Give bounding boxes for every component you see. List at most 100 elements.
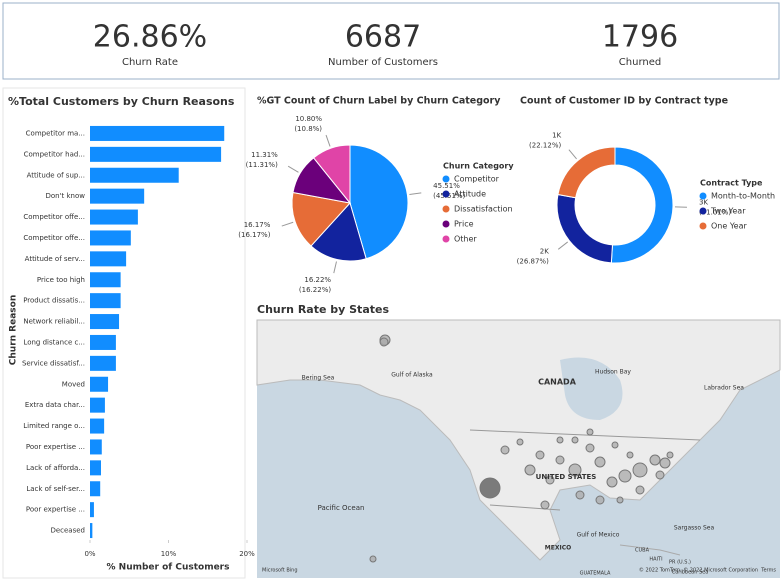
legend-label: Attitude xyxy=(454,190,486,199)
map-label: HAITI xyxy=(649,557,662,563)
x-tick-label: 20% xyxy=(239,550,255,558)
legend-swatch xyxy=(443,191,450,198)
y-tick-label: Poor expertise ... xyxy=(26,443,85,451)
map-bubble xyxy=(633,463,647,477)
map-label: Gulf of Alaska xyxy=(391,372,433,379)
leader-line xyxy=(334,261,337,273)
legend-label: One Year xyxy=(711,222,747,231)
map-bubble xyxy=(576,491,584,499)
bar xyxy=(90,523,92,538)
y-tick-label: Price too high xyxy=(37,276,85,284)
map-label: CANADA xyxy=(538,378,577,387)
bar xyxy=(90,293,121,308)
chart-title: %Total Customers by Churn Reasons xyxy=(8,95,235,108)
map-bubble xyxy=(517,439,523,445)
y-tick-label: Extra data char... xyxy=(25,401,85,409)
map-bubble xyxy=(650,455,660,465)
y-tick-label: Network reliabil... xyxy=(23,318,85,326)
bar xyxy=(90,168,179,183)
legend-swatch xyxy=(443,221,450,228)
data-label: 10.80% xyxy=(295,115,322,123)
y-tick-label: Attitude of sup... xyxy=(27,171,85,179)
bar xyxy=(90,251,126,266)
x-axis-label: % Number of Customers xyxy=(107,563,230,573)
bar xyxy=(90,189,144,204)
map-bubble xyxy=(557,437,563,443)
y-tick-label: Competitor offe... xyxy=(23,234,85,242)
map-label: Bering Sea xyxy=(302,375,335,382)
map-title: Churn Rate by States xyxy=(257,303,389,316)
map-label: Gulf of Mexico xyxy=(577,532,620,539)
data-label-percent: (11.31%) xyxy=(246,161,278,169)
map-bubble xyxy=(536,451,544,459)
bar xyxy=(90,314,119,329)
leader-line xyxy=(558,242,567,249)
map-bubble xyxy=(480,478,500,498)
map-bubble xyxy=(501,446,509,454)
map-bubble xyxy=(619,470,631,482)
map-bubble xyxy=(667,452,673,458)
legend-swatch xyxy=(700,223,707,230)
y-tick-label: Poor expertise ... xyxy=(26,506,85,514)
map-bubble xyxy=(541,501,549,509)
legend-label: Month-to-Month xyxy=(711,192,775,201)
kpi-label: Churned xyxy=(619,57,661,68)
y-tick-label: Competitor had... xyxy=(24,150,85,158)
map-bubble xyxy=(612,442,618,448)
data-label-percent: (16.22%) xyxy=(299,286,331,294)
bar xyxy=(90,356,116,371)
legend-title: Churn Category xyxy=(443,162,514,171)
y-tick-label: Product dissatis... xyxy=(23,297,85,305)
chart-title: Count of Customer ID by Contract type xyxy=(520,96,728,107)
legend-swatch xyxy=(443,206,450,213)
bar xyxy=(90,126,224,141)
slice xyxy=(611,147,673,263)
y-tick-label: Moved xyxy=(62,380,85,388)
slice xyxy=(557,195,612,263)
map-bubble xyxy=(595,457,605,467)
bar xyxy=(90,377,108,392)
map-terms: Terms xyxy=(760,568,776,574)
map-bubble xyxy=(636,486,644,494)
data-label-percent: (10.8%) xyxy=(294,125,322,133)
bar xyxy=(90,439,102,454)
x-tick-label: 10% xyxy=(161,550,177,558)
y-tick-label: Competitor offe... xyxy=(23,213,85,221)
map-bubble xyxy=(617,497,623,503)
leader-line xyxy=(288,166,298,172)
y-tick-label: Service dissatisf... xyxy=(22,359,85,367)
kpi-value: 26.86% xyxy=(93,20,207,55)
map xyxy=(257,320,780,578)
bar xyxy=(90,230,131,245)
legend-label: Dissatisfaction xyxy=(454,205,513,214)
legend-label: Other xyxy=(454,235,477,244)
bar xyxy=(90,502,94,517)
kpi-label: Number of Customers xyxy=(328,57,438,68)
map-bubble xyxy=(525,465,535,475)
map-label: MEXICO xyxy=(545,545,571,552)
y-axis-label: Churn Reason xyxy=(9,295,19,365)
kpi-label: Churn Rate xyxy=(122,57,178,68)
map-logo: Microsoft Bing xyxy=(262,568,298,574)
y-tick-label: Attitude of serv... xyxy=(25,255,85,263)
map-label: UNITED STATES xyxy=(536,473,597,481)
bar xyxy=(90,272,121,287)
data-label-percent: (22.12%) xyxy=(529,141,561,149)
bar xyxy=(90,460,101,475)
y-tick-label: Deceased xyxy=(50,527,85,535)
leader-line xyxy=(326,135,330,146)
legend-label: Competitor xyxy=(454,175,500,184)
map-bubble xyxy=(627,452,633,458)
map-bubble xyxy=(370,556,376,562)
bar xyxy=(90,147,221,162)
bar xyxy=(90,210,138,225)
slice xyxy=(558,147,615,198)
legend-swatch xyxy=(700,208,707,215)
legend-label: Two Year xyxy=(710,207,746,216)
data-label: 1K xyxy=(552,131,561,139)
map-bubble xyxy=(587,429,593,435)
map-copyright: © 2022 TomTom, © 2022 Microsoft Corporat… xyxy=(639,567,758,574)
y-tick-label: Competitor ma... xyxy=(26,129,85,137)
map-bubble xyxy=(607,477,617,487)
